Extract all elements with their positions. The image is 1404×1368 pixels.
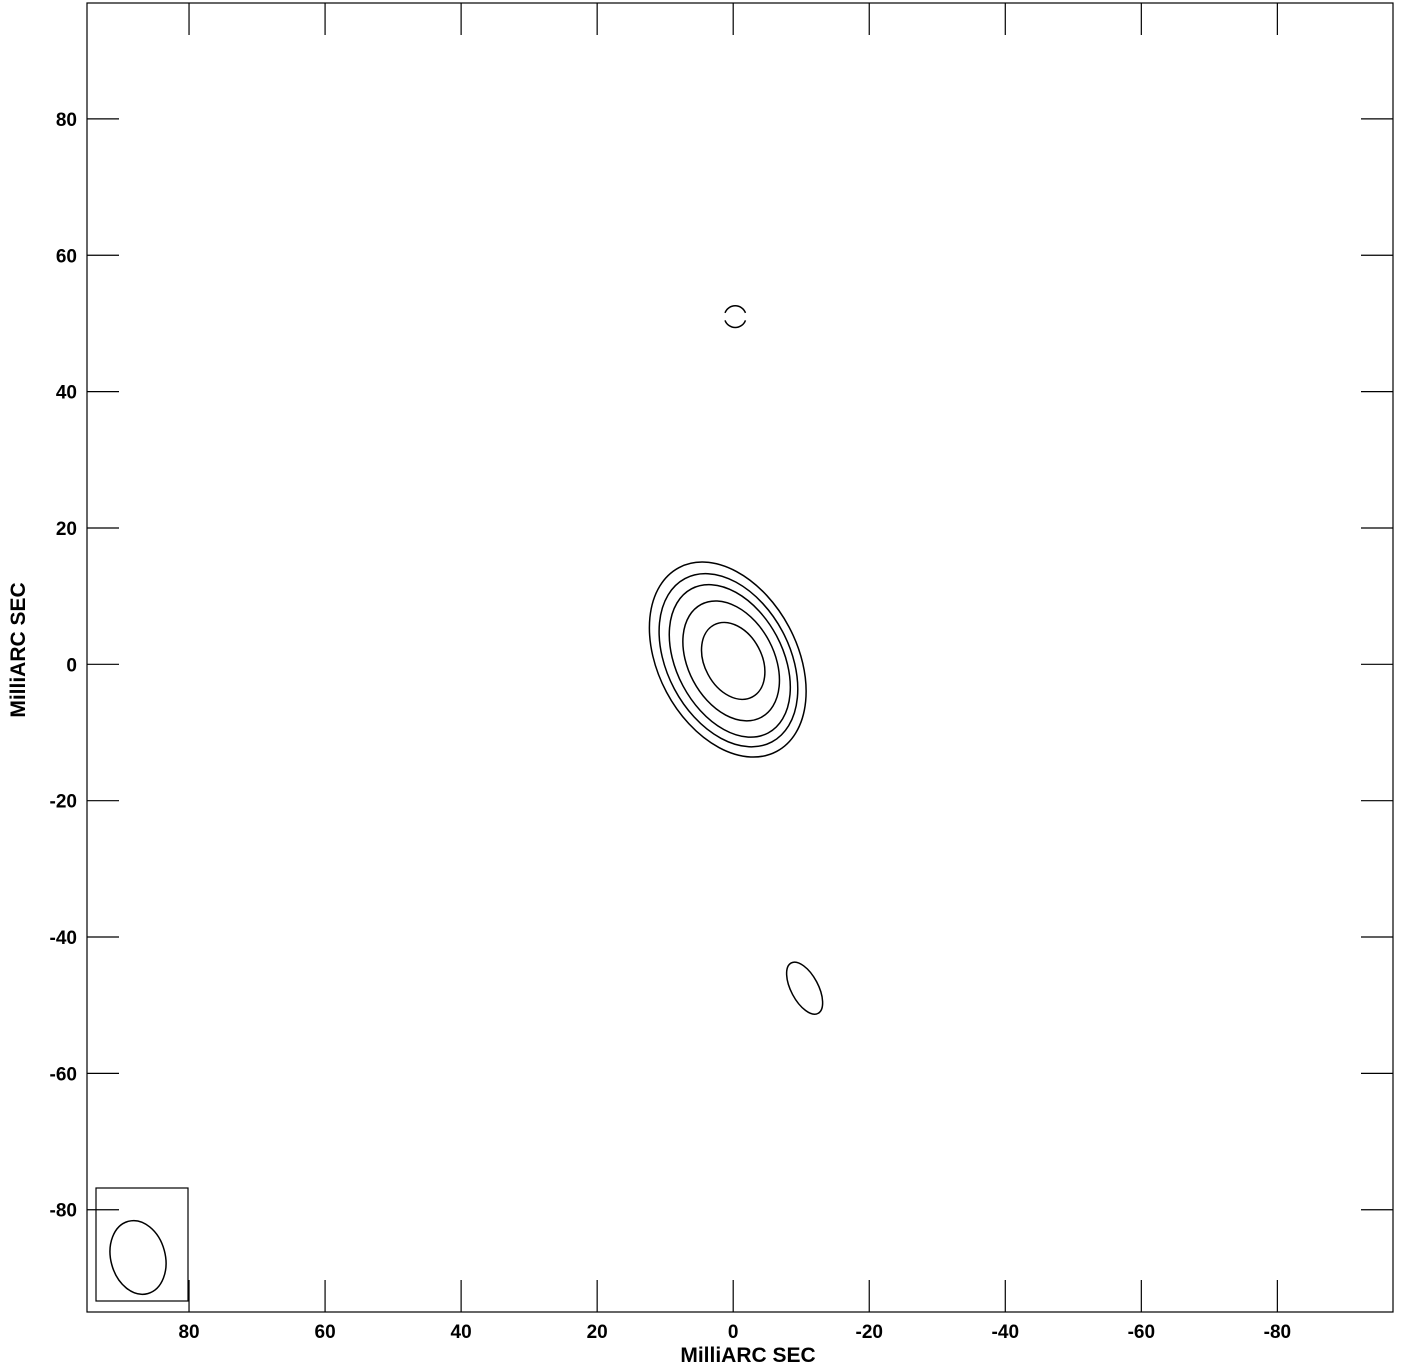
plot-frame <box>86 2 1394 1313</box>
x-tick-label: 80 <box>178 1322 199 1343</box>
y-tick-label: 0 <box>66 655 77 676</box>
contour-level-6 <box>785 961 824 1015</box>
beam-box <box>95 1187 189 1302</box>
contour-arc-lower <box>724 320 747 329</box>
beam-ellipse <box>109 1219 167 1296</box>
contour-level-5 <box>648 561 807 758</box>
x-tick-label: -60 <box>1128 1322 1155 1343</box>
contour-level-3 <box>668 583 792 738</box>
y-tick-label: 60 <box>56 246 77 267</box>
y-tick-label: -40 <box>50 928 77 949</box>
beam-inset <box>95 1187 189 1302</box>
x-tick-label: -20 <box>856 1322 883 1343</box>
x-tick-label: -40 <box>992 1322 1019 1343</box>
x-tick-label: 0 <box>728 1322 739 1343</box>
y-tick-label: -20 <box>50 792 77 813</box>
y-tick-label: 80 <box>56 110 77 131</box>
contour-level-2 <box>682 600 781 722</box>
y-tick-label: 20 <box>56 519 77 540</box>
y-tick-label: 40 <box>56 383 77 404</box>
x-axis-label: MilliARC SEC <box>680 1344 815 1367</box>
x-tick-label: 20 <box>587 1322 608 1343</box>
contour-lines <box>648 304 824 1015</box>
contour-arc-upper <box>724 304 747 314</box>
x-tick-label: -80 <box>1264 1322 1291 1343</box>
axis-ticks <box>87 3 1393 1312</box>
tick-labels: 80 60 40 20 0 -20 -40 -60 -80 80 60 40 20 0 -20 -40 -60 -… <box>50 110 1292 1343</box>
y-tick-label: -60 <box>50 1064 77 1085</box>
x-tick-label: 40 <box>451 1322 472 1343</box>
y-tick-label: -80 <box>50 1201 77 1222</box>
contour-level-1 <box>700 621 766 701</box>
x-tick-label: 60 <box>315 1322 336 1343</box>
contour-level-4 <box>658 572 799 748</box>
y-axis-label: MilliARC SEC <box>7 582 30 717</box>
